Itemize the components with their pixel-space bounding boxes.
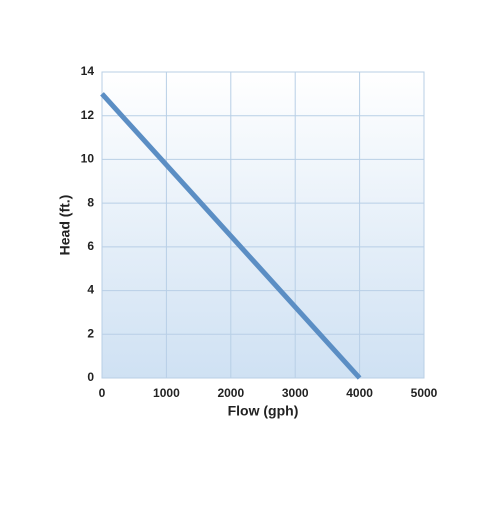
- y-tick-label: 0: [87, 370, 94, 384]
- x-tick-label: 2000: [217, 386, 244, 400]
- x-axis-label: Flow (gph): [228, 403, 299, 419]
- y-tick-label: 4: [87, 283, 94, 297]
- x-tick-label: 3000: [282, 386, 309, 400]
- y-tick-label: 2: [87, 326, 94, 340]
- y-tick-label: 14: [81, 64, 95, 78]
- x-tick-label: 4000: [346, 386, 373, 400]
- y-tick-label: 12: [81, 108, 95, 122]
- x-tick-label: 1000: [153, 386, 180, 400]
- y-axis-label: Head (ft.): [57, 195, 73, 256]
- y-tick-label: 6: [87, 239, 94, 253]
- line: [100, 92, 362, 380]
- x-tick-label: 0: [99, 386, 106, 400]
- y-tick-label: 10: [81, 152, 95, 166]
- plot-area: [101, 71, 425, 379]
- y-tick-label: 8: [87, 195, 94, 209]
- x-tick-label: 5000: [411, 386, 438, 400]
